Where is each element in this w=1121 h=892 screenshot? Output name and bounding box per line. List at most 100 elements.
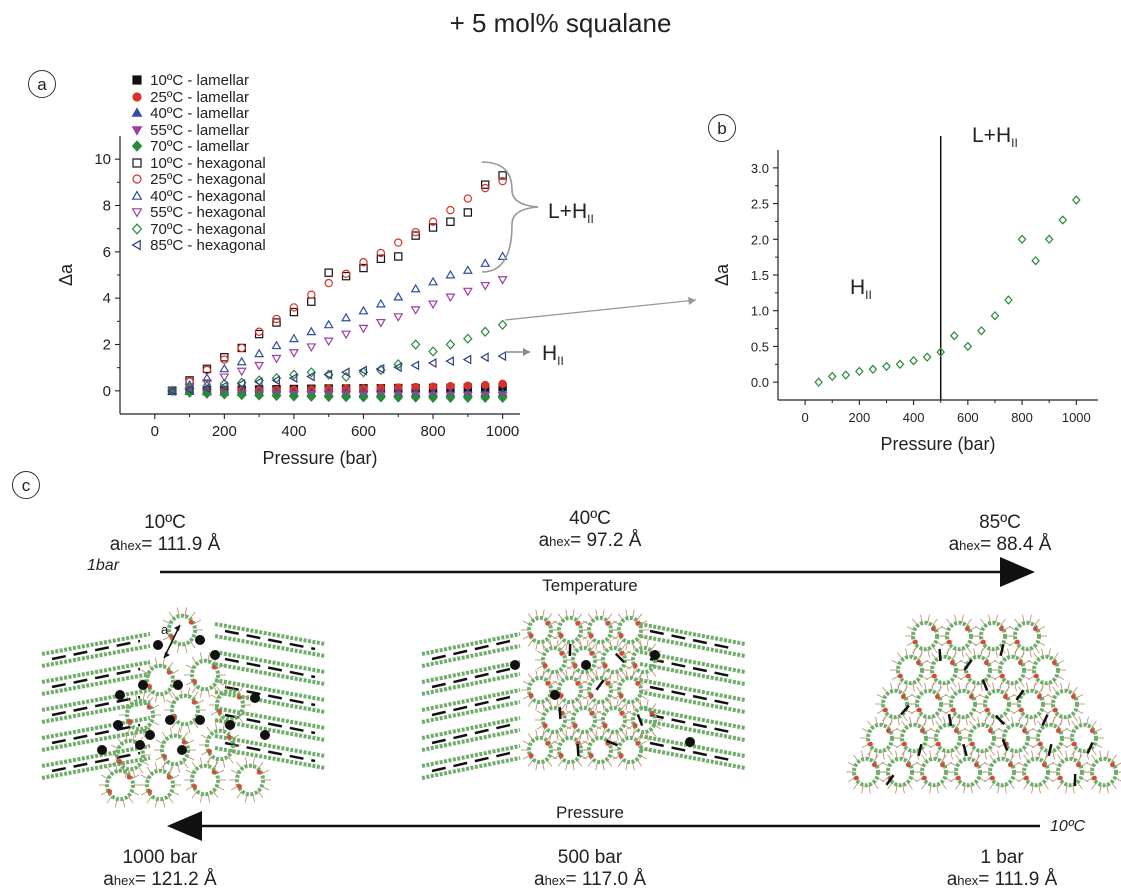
y-tick-label: 2 bbox=[103, 337, 111, 354]
data-point bbox=[219, 373, 230, 383]
lipid-tail bbox=[931, 682, 934, 692]
lipid-tail bbox=[1111, 754, 1117, 762]
lipid-tail bbox=[167, 795, 174, 804]
lipid-tail bbox=[1029, 614, 1032, 624]
squalane-droplet bbox=[165, 715, 175, 725]
lipid-micelle bbox=[911, 620, 939, 652]
data-point bbox=[220, 353, 229, 362]
lipid-head-red bbox=[162, 754, 168, 759]
chart-a-plot: 0 200 400 600 800 1000 0 2 4 6 8 10 Pressure (bar) Δa bbox=[56, 136, 697, 468]
lipid-micelle bbox=[852, 756, 880, 788]
data-point bbox=[289, 391, 299, 402]
lipid-head-red bbox=[528, 693, 534, 698]
legend-entry: 70ºC - lamellar bbox=[130, 138, 249, 155]
data-point bbox=[375, 298, 386, 308]
data-point bbox=[480, 281, 491, 291]
lipid-tail bbox=[1065, 784, 1068, 794]
pressure-label: Pressure bbox=[555, 803, 625, 822]
lipid-tail bbox=[100, 774, 109, 780]
lipid-head-red bbox=[107, 789, 112, 794]
lipid-head-red bbox=[542, 723, 548, 728]
data-point bbox=[909, 355, 918, 366]
y-axis-label: Δa bbox=[712, 263, 732, 286]
data-point bbox=[463, 392, 473, 403]
y-tick-label: 3.0 bbox=[751, 161, 769, 176]
lipid-micelle bbox=[105, 768, 135, 802]
lipid-tail bbox=[185, 664, 194, 670]
lipid-tail bbox=[1052, 716, 1055, 726]
data-point bbox=[411, 227, 420, 237]
lipid-tail bbox=[1067, 682, 1070, 692]
lipid-head-red bbox=[1092, 775, 1097, 781]
squalane-droplet bbox=[115, 690, 125, 700]
lipid-tail bbox=[966, 618, 972, 626]
data-point bbox=[394, 252, 403, 261]
squalane-layer bbox=[224, 657, 316, 679]
bilayer-leaflet bbox=[421, 744, 521, 768]
lipid-head-red bbox=[575, 681, 581, 686]
squalane-droplet bbox=[135, 740, 145, 750]
lipid-tail bbox=[963, 784, 966, 794]
legend-label: 70ºC - hexagonal bbox=[146, 220, 266, 238]
data-point bbox=[236, 367, 247, 377]
lipid-tail bbox=[623, 710, 632, 716]
lipid-tail bbox=[185, 769, 194, 775]
lipid-tail bbox=[212, 790, 219, 799]
lipid-tail bbox=[1022, 648, 1025, 658]
lipid-tail bbox=[1057, 720, 1063, 728]
legend-entry: 25ºC - lamellar bbox=[130, 89, 249, 106]
lipid-tail bbox=[187, 687, 191, 697]
data-point bbox=[497, 351, 507, 362]
lipid-tail bbox=[955, 720, 961, 728]
squalane-layer bbox=[431, 695, 511, 717]
data-point bbox=[271, 375, 281, 386]
legend-marker bbox=[131, 107, 143, 117]
data-point bbox=[497, 319, 508, 331]
lipid-tail bbox=[120, 704, 129, 710]
lipid-tail bbox=[639, 620, 648, 626]
data-point bbox=[289, 303, 299, 312]
squalane-molecule bbox=[1086, 742, 1094, 754]
lipid-micelle bbox=[1013, 620, 1041, 652]
data-point bbox=[462, 354, 472, 365]
lipid-tail bbox=[1091, 720, 1097, 728]
data-point bbox=[882, 361, 891, 372]
squalane-molecule bbox=[994, 714, 1006, 726]
lipid-micelle bbox=[170, 693, 200, 727]
lipid-head-red bbox=[936, 741, 941, 747]
lipid-tail bbox=[1026, 716, 1029, 726]
squalane-layer bbox=[649, 713, 736, 735]
lipid-tail bbox=[184, 607, 188, 617]
lipid-tail bbox=[907, 754, 913, 762]
lipid-tail bbox=[1067, 716, 1070, 726]
lipid-tail bbox=[167, 690, 174, 699]
data-point bbox=[977, 325, 986, 336]
bilayer-leaflet bbox=[41, 632, 151, 656]
lipid-micelle bbox=[115, 738, 145, 772]
squalane-droplet bbox=[510, 660, 520, 670]
squalane-droplet bbox=[145, 730, 155, 740]
lipid-head-red bbox=[236, 694, 242, 700]
lipid-tail bbox=[1052, 750, 1055, 760]
lipid-tail bbox=[902, 686, 908, 694]
lipid-micelle bbox=[617, 675, 643, 705]
lipid-tail bbox=[1029, 648, 1032, 658]
squalane-layer bbox=[431, 639, 511, 661]
lipid-micelle bbox=[160, 733, 190, 767]
lipid-tail bbox=[882, 716, 885, 726]
data-point bbox=[358, 392, 369, 403]
panel-b-tag: b bbox=[708, 114, 736, 142]
lipid-head-red bbox=[956, 775, 961, 781]
lipid-head-red bbox=[146, 704, 152, 710]
x-tick-label: 200 bbox=[849, 410, 871, 425]
data-point bbox=[254, 327, 264, 336]
data-point bbox=[236, 389, 247, 401]
lipid-head-red bbox=[1090, 728, 1095, 734]
squalane-molecule bbox=[999, 643, 1005, 657]
data-point bbox=[167, 385, 176, 396]
lipid-head-red bbox=[256, 769, 262, 775]
lipid-tail bbox=[985, 652, 991, 660]
legend-entry: 10ºC - lamellar bbox=[130, 72, 249, 89]
lipid-tail bbox=[1009, 754, 1015, 762]
data-point bbox=[462, 265, 473, 274]
